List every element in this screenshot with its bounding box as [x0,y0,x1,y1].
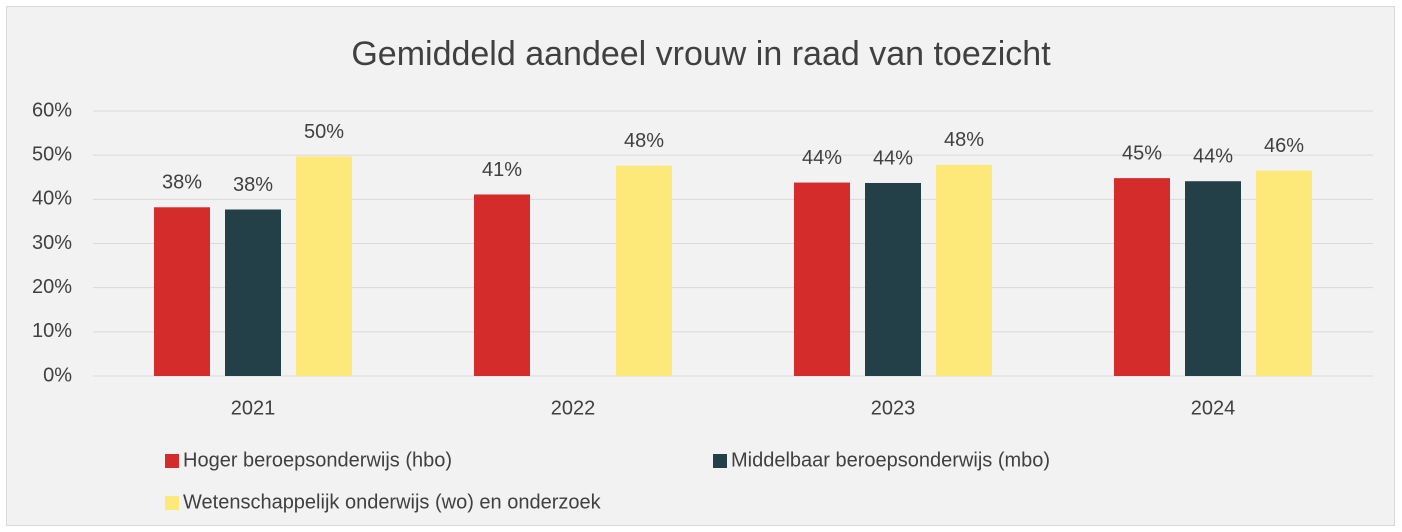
data-label: 44% [802,147,842,169]
x-tick-label: 2024 [1191,397,1236,419]
y-tick-label: 40% [32,188,72,210]
legend-label: Wetenschappelijk onderwijs (wo) en onder… [183,491,602,513]
y-tick-label: 10% [32,320,72,342]
data-label: 48% [624,130,664,152]
bar [474,194,530,376]
x-tick-label: 2021 [231,397,276,419]
data-label: 44% [1193,146,1233,168]
x-tick-label: 2022 [551,397,596,419]
data-label: 50% [304,121,344,143]
bar [1114,178,1170,376]
y-tick-label: 50% [32,143,72,165]
legend-swatch [713,454,727,468]
data-label: 41% [482,159,522,181]
data-label: 46% [1264,135,1304,157]
bar [225,209,281,376]
legend-swatch [165,496,179,510]
chart-title: Gemiddeld aandeel vrouw in raad van toez… [351,35,1051,73]
bar [1185,181,1241,376]
bar [936,164,992,376]
bar [794,182,850,376]
x-tick-label: 2023 [871,397,916,419]
legend-label: Middelbaar beroepsonderwijs (mbo) [731,449,1050,471]
legend-label: Hoger beroepsonderwijs (hbo) [183,449,452,471]
bar [1256,170,1312,376]
y-tick-label: 30% [32,232,72,254]
bar [154,207,210,376]
bar [616,165,672,376]
bar [865,182,921,376]
data-label: 44% [873,147,913,169]
data-label: 38% [162,172,202,194]
data-label: 48% [944,129,984,151]
bar [296,156,352,376]
y-tick-label: 60% [32,99,72,121]
data-label: 45% [1122,142,1162,164]
y-tick-label: 0% [43,364,72,386]
legend-swatch [165,454,179,468]
data-label: 38% [233,174,273,196]
y-tick-label: 20% [32,276,72,298]
